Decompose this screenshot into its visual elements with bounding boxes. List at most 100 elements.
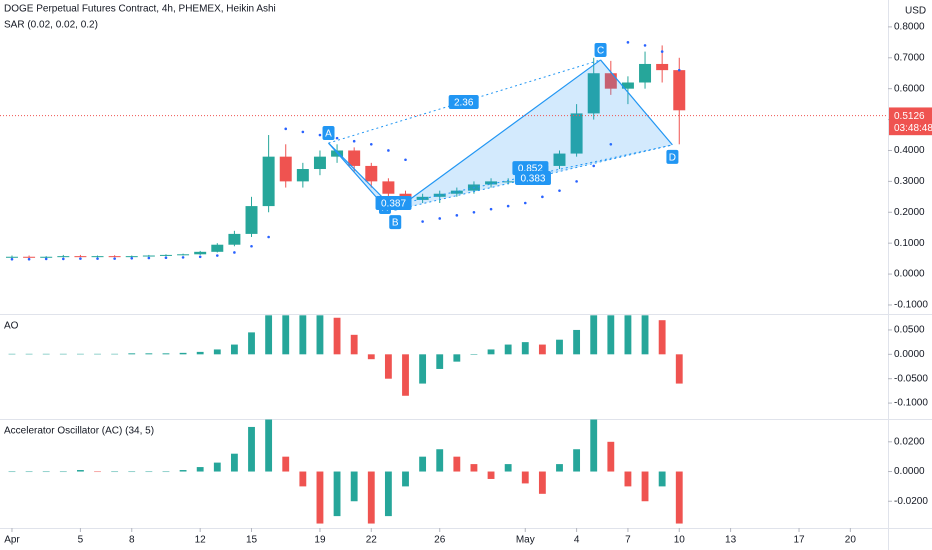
histogram-bar	[538, 344, 546, 355]
sar-dot	[215, 254, 219, 257]
histogram-bar	[573, 449, 581, 472]
y-tick-label: 0.0000	[894, 269, 925, 280]
candle-body	[450, 190, 463, 194]
sar-dot	[318, 133, 322, 137]
histogram-bar	[42, 471, 50, 473]
sar-dot	[643, 44, 647, 47]
sar-dot	[387, 149, 390, 152]
x-tick-label: May	[516, 535, 535, 546]
countdown: 03:48:48	[894, 123, 932, 134]
histogram-bar	[230, 344, 238, 355]
ratio-label: 0.387	[381, 199, 406, 210]
histogram-bar	[419, 456, 427, 472]
sar-dot	[472, 210, 476, 214]
candle-body	[57, 256, 70, 258]
pattern-point-label: A	[325, 129, 332, 140]
candle-body	[365, 165, 378, 182]
histogram-bar	[675, 471, 683, 524]
x-tick-label: Apr	[4, 535, 20, 546]
x-tick-label: 5	[78, 535, 84, 546]
histogram-bar	[213, 462, 221, 472]
candle-body	[40, 256, 53, 258]
histogram-bar	[556, 464, 563, 472]
histogram-bar	[487, 471, 495, 479]
histogram-bar	[94, 353, 101, 355]
histogram-bar	[487, 349, 495, 355]
pattern-fill	[395, 59, 673, 211]
sar-dot	[27, 257, 31, 261]
histogram-bar	[162, 353, 170, 355]
histogram-bar	[590, 315, 598, 355]
sar-dot	[558, 189, 561, 192]
histogram-bar	[111, 353, 119, 355]
candle-body	[587, 73, 600, 114]
pattern-point-box	[322, 126, 335, 141]
y-tick-label: 0.7000	[894, 52, 925, 63]
histogram-bar	[607, 315, 615, 355]
y-tick-label: -0.0500	[894, 373, 928, 384]
sar-dot	[44, 257, 48, 261]
sar-dot	[489, 207, 493, 211]
histogram-bar	[573, 329, 581, 355]
candle-body	[313, 156, 326, 170]
histogram-bar	[248, 332, 255, 355]
candle-body	[194, 251, 207, 255]
histogram-bar	[265, 419, 273, 472]
sar-dot	[10, 257, 14, 261]
histogram-bar	[8, 471, 16, 473]
histogram-bar	[128, 353, 136, 355]
histogram-bar	[521, 342, 529, 355]
sar-dot	[164, 256, 168, 259]
plot	[0, 41, 888, 524]
histogram-bar	[248, 426, 255, 472]
sar-dot	[113, 257, 116, 260]
pattern-point-box	[594, 42, 607, 57]
y-tick-label: 0.0500	[894, 325, 925, 336]
histogram-bar	[213, 349, 221, 355]
indicator-title: SAR (0.02, 0.02, 0.2)	[4, 20, 98, 31]
histogram-bar	[162, 471, 170, 473]
histogram-bar	[316, 315, 324, 355]
sar-dot	[626, 41, 630, 44]
histogram-bar	[145, 471, 153, 473]
histogram-bar	[94, 471, 101, 473]
sar-dot	[421, 220, 424, 223]
pattern-ratio-line	[384, 144, 673, 208]
x-tick-label: 10	[674, 535, 686, 546]
candle-body	[228, 233, 241, 245]
candle-body	[108, 256, 121, 258]
candle-body	[211, 244, 224, 252]
sar-dot	[62, 257, 65, 261]
sar-dot	[455, 214, 459, 217]
histogram-bar	[675, 354, 683, 384]
candle-body	[23, 256, 36, 258]
sar-dot	[404, 158, 407, 162]
histogram-bar	[350, 334, 358, 355]
histogram-bar	[333, 471, 341, 517]
candle-body	[502, 181, 515, 183]
histogram-bar	[196, 351, 204, 355]
histogram-bar	[59, 471, 67, 473]
sar-dot	[352, 139, 356, 143]
sar-dot	[575, 180, 578, 183]
ratio-box	[375, 196, 412, 211]
histogram-bar	[402, 354, 409, 396]
y-tick-label: 0.0000	[894, 349, 925, 360]
histogram-bar	[384, 471, 392, 517]
histogram-bar	[333, 317, 341, 355]
histogram-bar	[658, 320, 666, 355]
y-tick-label: 0.8000	[894, 22, 925, 33]
x-tick-label: 19	[314, 535, 326, 546]
histogram-bar	[556, 339, 563, 355]
histogram-bar	[521, 471, 529, 484]
candle-body	[485, 181, 498, 185]
pattern-point-box	[389, 215, 402, 230]
x-tick-label: 4	[574, 535, 580, 546]
x-tick-label: 15	[246, 535, 258, 546]
ratio-box	[448, 94, 479, 109]
candle-body	[639, 63, 652, 83]
histogram-bar	[504, 464, 512, 472]
sar-dot	[284, 127, 288, 131]
candle-body	[621, 82, 634, 89]
